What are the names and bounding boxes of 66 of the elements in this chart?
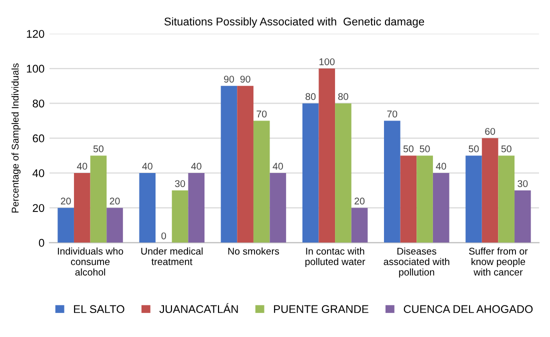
data-label: 90 <box>240 76 250 83</box>
bar <box>335 103 352 243</box>
data-label: 80 <box>306 93 316 100</box>
y-tick-label: 60 <box>32 134 44 142</box>
bar <box>172 190 188 243</box>
data-label: 70 <box>256 110 267 118</box>
bar <box>384 120 400 243</box>
data-label: 20 <box>354 198 365 205</box>
data-label: 60 <box>485 128 496 135</box>
x-tick-label: No smokers <box>228 248 280 255</box>
data-label: 20 <box>110 198 120 205</box>
data-label: 50 <box>468 145 479 152</box>
data-label: 30 <box>518 180 528 188</box>
bar <box>432 172 450 243</box>
bar <box>514 190 531 243</box>
bar <box>106 208 123 243</box>
data-label: 20 <box>60 198 71 205</box>
bar <box>302 103 319 243</box>
data-label: 90 <box>224 76 234 83</box>
x-tick-label: In contac with polluted water <box>305 248 366 268</box>
bar <box>498 156 515 243</box>
legend-label: CUENCA DEL AHOGADO <box>404 305 533 314</box>
data-label: 50 <box>501 145 512 152</box>
data-label: 40 <box>142 162 152 170</box>
data-label: 40 <box>272 162 283 170</box>
bar <box>237 86 254 243</box>
data-label: 50 <box>420 145 430 152</box>
legend-label: JUANACATLÁN <box>159 303 238 314</box>
data-label: 100 <box>320 58 335 66</box>
x-tick-label: Under medical treatment <box>141 248 203 266</box>
y-tick-label: 20 <box>32 204 44 212</box>
bar <box>270 172 286 243</box>
bar <box>253 120 270 243</box>
x-tick-label: Individuals who consume alcohol <box>58 248 124 276</box>
y-tick-label: 100 <box>26 64 44 73</box>
y-tick-label: 120 <box>26 30 44 38</box>
bar <box>466 156 482 243</box>
data-label: 40 <box>191 162 202 170</box>
bar <box>90 156 107 243</box>
data-label: 50 <box>93 145 104 152</box>
y-tick-label: 0 <box>38 238 44 247</box>
y-tick-label: 80 <box>32 100 44 108</box>
legend-label: EL SALTO <box>74 305 124 314</box>
data-label: 40 <box>436 162 446 170</box>
bar <box>220 86 238 243</box>
data-label: 40 <box>76 162 88 170</box>
data-label: 80 <box>338 93 348 100</box>
y-tick-label: 40 <box>32 169 44 178</box>
bar <box>139 172 156 243</box>
bar <box>58 208 74 243</box>
y-axis-title: Percentage of Sampled Individuals <box>11 63 21 212</box>
data-label: 50 <box>403 145 414 152</box>
data-label: 0 <box>161 232 166 240</box>
x-tick-label: Suffer from or know people with cancer <box>469 248 528 276</box>
bar <box>400 156 417 243</box>
chart-title: Situations Possibly Associated with Genetic damage <box>164 17 424 28</box>
bar <box>482 138 498 243</box>
bar <box>416 156 433 243</box>
x-tick-label: Diseases associated with pollution <box>384 248 450 278</box>
bar <box>351 208 368 243</box>
bar <box>318 68 336 243</box>
bar <box>188 172 205 243</box>
bar <box>74 172 90 243</box>
legend-label: PUENTE GRANDE <box>274 305 368 314</box>
data-label: 30 <box>175 180 186 188</box>
data-label: 70 <box>387 110 398 118</box>
